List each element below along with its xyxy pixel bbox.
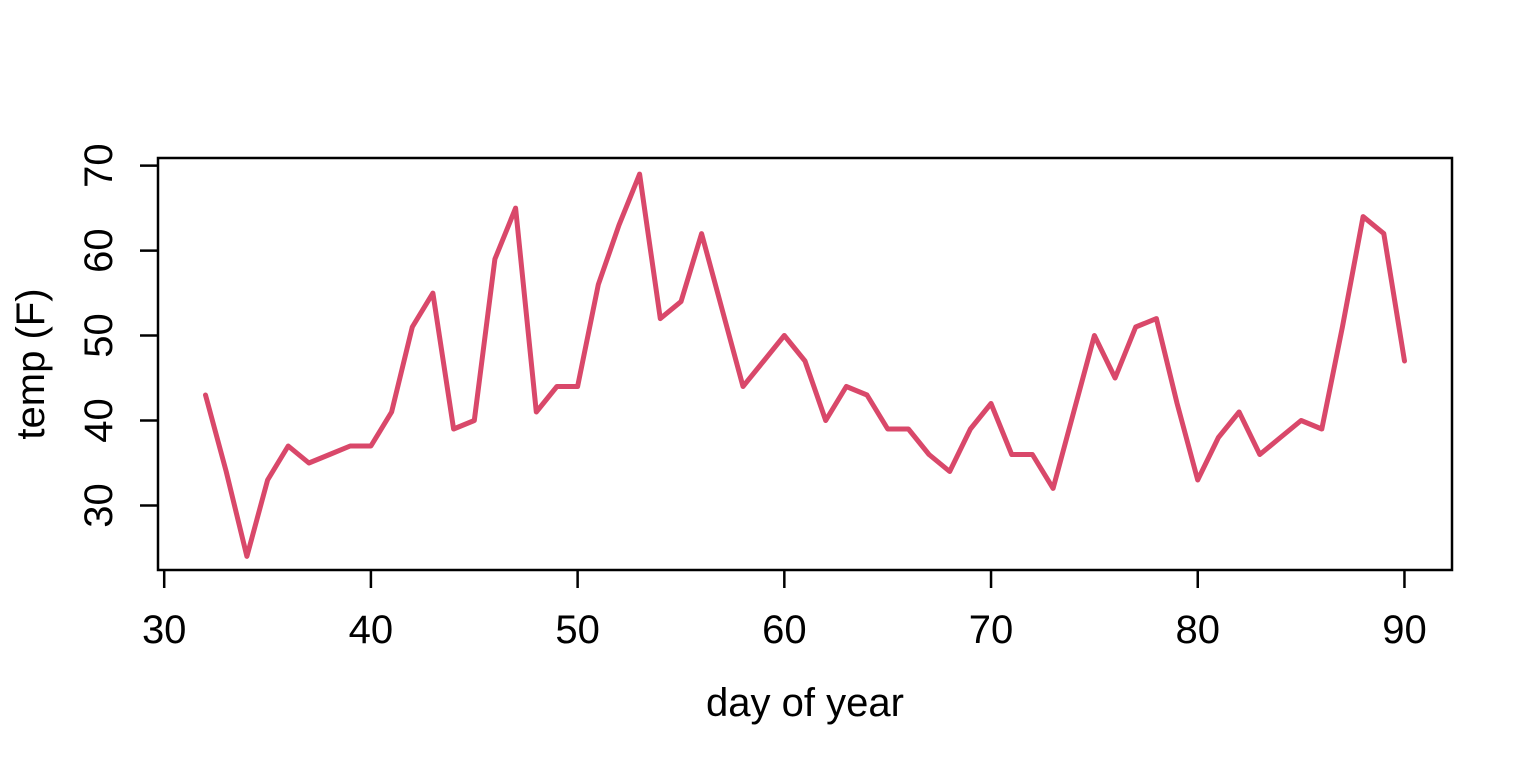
y-tick-label: 40 bbox=[77, 398, 121, 443]
x-tick-label: 50 bbox=[555, 608, 600, 652]
x-tick-label: 60 bbox=[762, 608, 807, 652]
x-tick-label: 30 bbox=[142, 608, 187, 652]
x-tick-label: 40 bbox=[349, 608, 394, 652]
y-tick-label: 70 bbox=[77, 143, 121, 188]
y-tick-label: 30 bbox=[77, 483, 121, 528]
x-tick-label: 80 bbox=[1175, 608, 1220, 652]
temperature-series-line bbox=[203, 171, 1407, 559]
plot-frame bbox=[156, 156, 1454, 572]
y-tick-label: 50 bbox=[77, 313, 121, 358]
y-tick-label: 60 bbox=[77, 228, 121, 273]
x-tick-label: 90 bbox=[1382, 608, 1427, 652]
y-axis-title: temp (F) bbox=[9, 288, 53, 439]
x-axis-title: day of year bbox=[706, 681, 904, 725]
x-tick-label: 70 bbox=[969, 608, 1014, 652]
